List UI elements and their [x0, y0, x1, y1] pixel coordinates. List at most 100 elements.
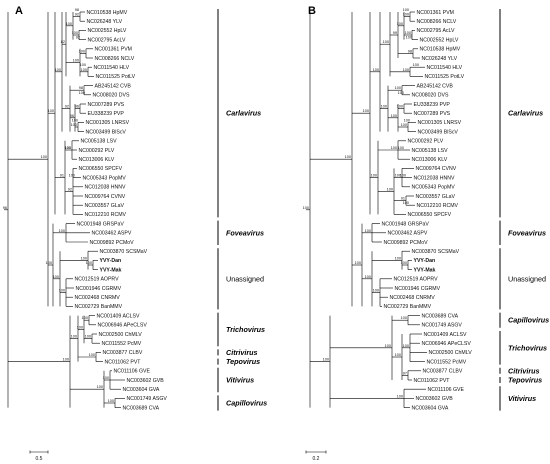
leaf-label: NC012519 AOPRV — [394, 277, 439, 283]
leaf-label: NC002729 BanMMV — [75, 304, 123, 310]
leaf-label: NC000292 PLV — [408, 139, 444, 145]
leaf-label: NC012210 RCMV — [417, 203, 459, 209]
bootstrap-value: 100 — [400, 174, 406, 178]
bootstrap-value: 100 — [323, 358, 329, 362]
leaf-label: NC009892 PCMoV — [384, 240, 429, 246]
panel-a-letter: A — [15, 5, 23, 17]
bootstrap-value: 100 — [401, 123, 407, 127]
bootstrap-value: 100 — [403, 344, 409, 348]
leaf-label: NC003877 CLBV — [423, 369, 463, 375]
group-label-tepovirus: Tepovirus — [508, 376, 542, 385]
bootstrap-value: 82 — [61, 40, 65, 44]
bootstrap-value: 100 — [65, 146, 71, 150]
bootstrap-value: 100 — [41, 155, 47, 159]
leaf-label: NC001361 PVM — [417, 10, 455, 16]
bootstrap-value: 100 — [355, 261, 361, 265]
leaf-label: EU338239 PVP — [414, 102, 451, 108]
bootstrap-value: 100 — [66, 22, 72, 26]
leaf-label: NC002500 ChMLV — [99, 332, 143, 338]
leaf-label: NC011106 GVE — [114, 369, 151, 375]
leaf-label: NC003462 ASPV — [92, 231, 132, 237]
leaf-label: NC010538 HpMV — [420, 47, 461, 53]
bootstrap-value: 100 — [108, 399, 114, 403]
leaf-label: NC011106 GVE — [428, 387, 465, 393]
bootstrap-value: 97 — [403, 371, 407, 375]
leaf-label: NC001946 CGRMV — [395, 286, 441, 292]
bootstrap-value: 100 — [403, 68, 409, 72]
bootstrap-value: 96 — [3, 206, 7, 210]
leaf-label: AB245142 CVB — [417, 83, 454, 89]
bootstrap-value: 100 — [371, 174, 377, 178]
bootstrap-value: 100 — [97, 385, 103, 389]
leaf-label: YVY-Mak — [100, 267, 122, 273]
bootstrap-value: 92 — [68, 187, 72, 191]
leaf-label: NC003877 CLBV — [103, 350, 143, 356]
leaf-label: NC005138 LSV — [81, 139, 118, 145]
bootstrap-value: 96 — [75, 105, 79, 109]
bootstrap-value: 100 — [398, 91, 404, 95]
leaf-label: NC013006 KLV — [412, 157, 448, 163]
leaf-label: NC011525 PotLV — [96, 74, 136, 80]
bootstrap-value: 100 — [79, 91, 85, 95]
leaf-label: YVY-Dan — [100, 258, 122, 264]
group-label-carlavirus: Carlavirus — [508, 109, 543, 118]
leaf-label: NC003870 SCSMaV — [100, 249, 148, 255]
leaf-label: NC002795 AcLV — [417, 28, 456, 34]
leaf-label: NC008020 DVS — [412, 93, 449, 99]
bootstrap-value: 100 — [363, 109, 369, 113]
scale-bar-label: 0.5 — [36, 456, 43, 462]
bootstrap-value: 100 — [77, 325, 83, 329]
leaf-label: NC011552 PcMV — [427, 359, 467, 365]
leaf-label: NC001361 PVM — [95, 47, 133, 53]
leaf-label: NC007289 PVS — [414, 111, 451, 117]
bootstrap-value: 100 — [59, 229, 65, 233]
leaf-label: NC005343 PopMV — [412, 185, 456, 191]
bootstrap-value: 100 — [72, 118, 78, 122]
panel-a-tree: A NC010538 HpMV NC026248 YLV NC002552 HpLV N… — [3, 5, 267, 462]
leaf-label: NC011062 PVT — [414, 378, 451, 384]
leaf-label: NC001749 ASGV — [127, 396, 168, 402]
bootstrap-value: 100 — [345, 155, 351, 159]
leaf-label: NC026248 YLV — [422, 56, 458, 62]
bootstrap-value: 100 — [48, 109, 54, 113]
bootstrap-value: 91 — [401, 197, 405, 201]
group-label-citrivirus: Citrivirus — [226, 348, 258, 357]
bootstrap-value: 100 — [86, 261, 92, 265]
bootstrap-value: 100 — [73, 59, 79, 63]
group-label-carlavirus: Carlavirus — [226, 109, 261, 118]
bootstrap-value: 92 — [65, 105, 69, 109]
bootstrap-value: 100 — [303, 206, 309, 210]
bootstrap-value: 98 — [75, 8, 79, 12]
bootstrap-value: 96 — [70, 114, 74, 118]
leaf-label: NC003604 GVA — [123, 387, 160, 393]
leaf-label: NC011540 HLV — [427, 65, 463, 71]
leaf-label: NC001305 LNRSV — [418, 120, 462, 126]
leaf-label: NC002552 HpLV — [420, 37, 459, 43]
panel-b-letter: B — [308, 5, 316, 17]
bootstrap-value: 100 — [403, 13, 409, 17]
leaf-label: NC008266 NCLV — [417, 19, 457, 25]
leaf-label: NC003602 GVB — [416, 396, 454, 402]
bootstrap-value: 100 — [55, 68, 61, 72]
leaf-label: YVY-Dan — [414, 258, 436, 264]
bootstrap-value: 100 — [85, 335, 91, 339]
leaf-label: NC005138 LSV — [412, 148, 449, 154]
leaf-label: NC026248 YLV — [87, 19, 123, 25]
leaf-label: NC009764 CVNV — [416, 166, 457, 172]
bootstrap-value: 100 — [401, 316, 407, 320]
leaf-label: NC012038 HNNV — [85, 185, 126, 191]
leaf-label: NC003870 SCSMaV — [412, 249, 460, 255]
leaf-label: NC005343 PopMV — [83, 175, 127, 181]
leaf-label: NC002500 ChMLV — [429, 350, 473, 356]
leaf-label: NC001749 ASGV — [422, 323, 463, 329]
leaf-label: NC002552 HpLV — [88, 28, 127, 34]
leaf-label: NC001409 ACLSV — [424, 332, 468, 338]
bootstrap-value: 100 — [81, 256, 87, 260]
leaf-label: NC003602 GVB — [127, 378, 165, 384]
leaf-label: NC011525 PotLV — [425, 74, 465, 80]
leaf-label: NC006946 APeCLSV — [422, 341, 472, 347]
leaf-label: EU338239 PVP — [88, 111, 125, 117]
bootstrap-value: 100 — [391, 146, 397, 150]
bootstrap-value: 100 — [397, 394, 403, 398]
